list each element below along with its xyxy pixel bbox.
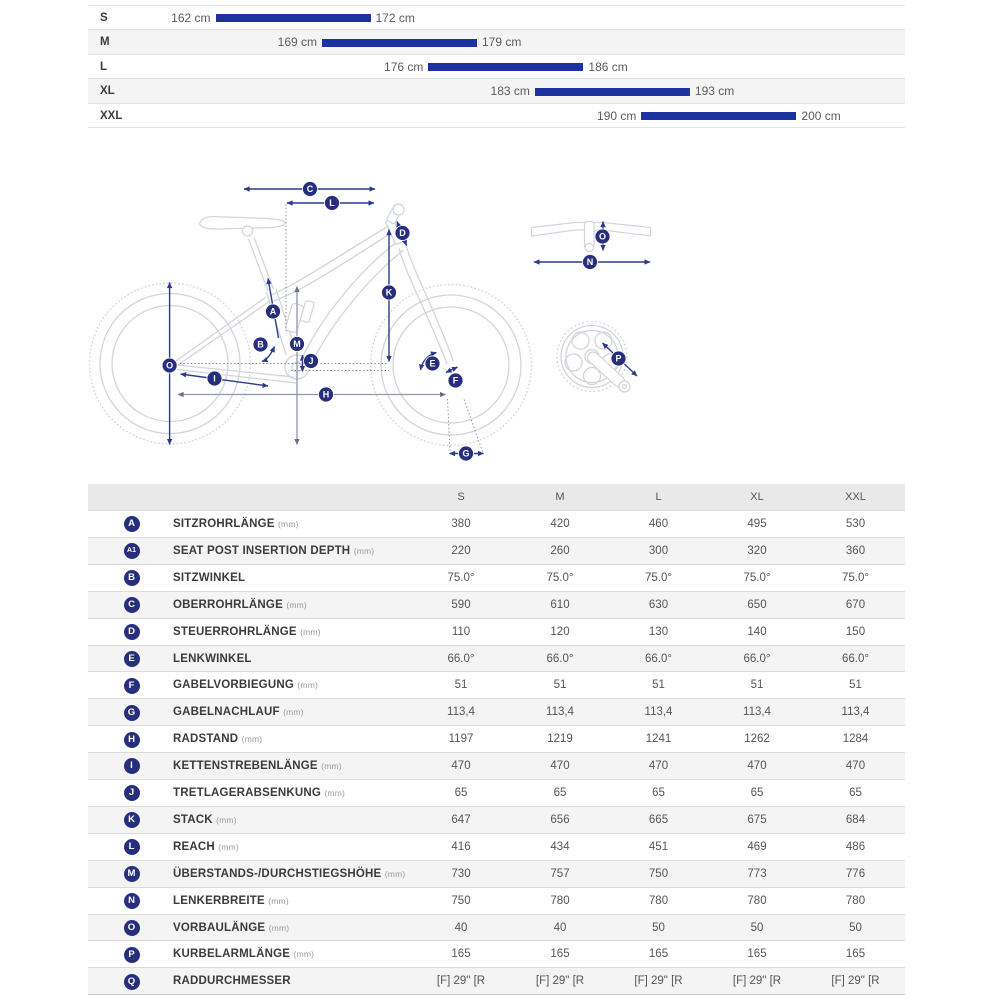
svg-text:M: M	[293, 339, 301, 349]
svg-text:P: P	[615, 354, 621, 364]
svg-text:E: E	[429, 359, 435, 369]
svg-text:F: F	[453, 376, 459, 386]
svg-text:A: A	[270, 307, 277, 317]
svg-text:O: O	[599, 232, 606, 242]
svg-text:G: G	[462, 449, 469, 459]
svg-text:D: D	[399, 228, 406, 238]
svg-text:L: L	[329, 198, 335, 208]
svg-text:B: B	[257, 340, 264, 350]
svg-text:C: C	[307, 184, 314, 194]
svg-text:K: K	[386, 288, 393, 298]
svg-text:O: O	[166, 361, 173, 371]
svg-text:N: N	[587, 257, 594, 267]
svg-text:I: I	[213, 374, 216, 384]
svg-text:J: J	[308, 356, 313, 366]
svg-text:H: H	[323, 390, 330, 400]
